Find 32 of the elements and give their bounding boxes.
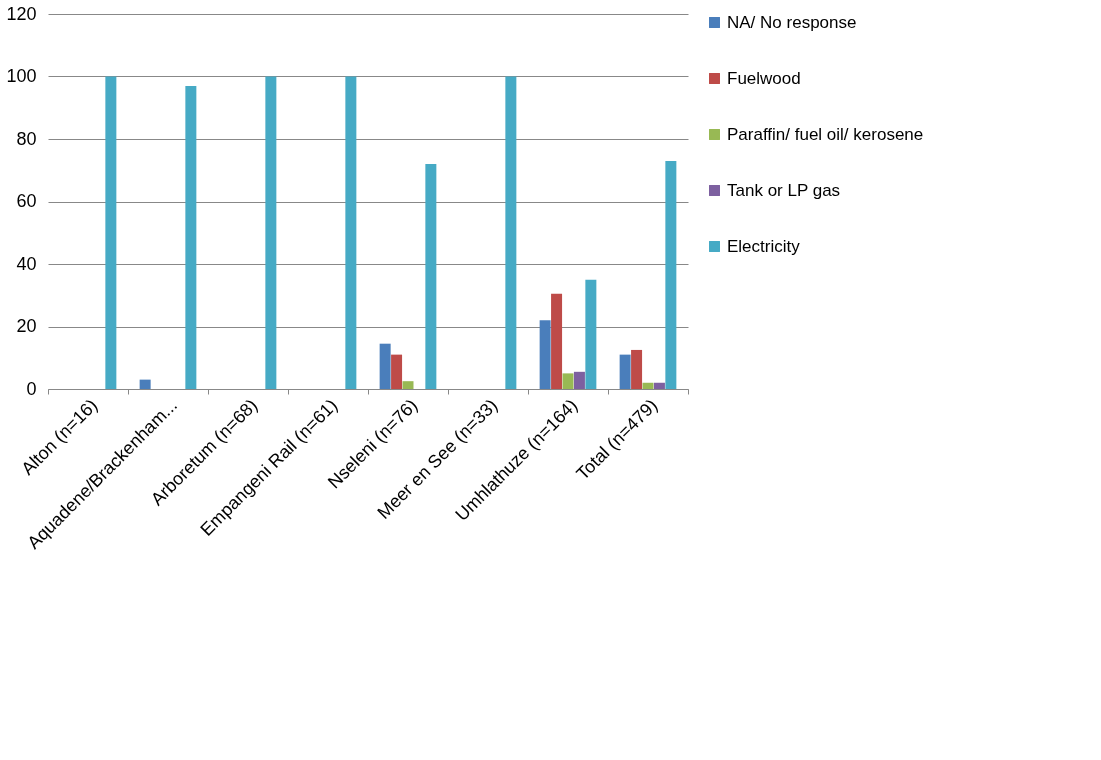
bar xyxy=(505,76,517,389)
legend-label: Paraffin/ fuel oil/ kerosene xyxy=(727,124,924,144)
bar xyxy=(631,349,643,389)
bar xyxy=(539,320,551,389)
y-tick-label: 0 xyxy=(26,378,37,399)
bar xyxy=(665,160,677,389)
bar xyxy=(425,164,437,389)
bar xyxy=(391,354,403,389)
bar xyxy=(619,354,631,389)
y-tick-label: 60 xyxy=(16,191,37,211)
y-tick-label: 20 xyxy=(16,316,37,336)
y-tick-label: 100 xyxy=(6,66,37,86)
bar xyxy=(642,382,654,389)
legend-label: Electricity xyxy=(727,236,801,256)
legend-label: Tank or LP gas xyxy=(727,180,841,200)
bar xyxy=(573,371,585,389)
y-tick-label: 120 xyxy=(6,3,37,24)
bar xyxy=(585,279,597,389)
legend-label: Fuelwood xyxy=(727,68,801,88)
bar xyxy=(185,85,197,389)
y-tick-label: 40 xyxy=(16,253,37,274)
bar xyxy=(139,379,151,389)
bar xyxy=(562,373,574,389)
bar xyxy=(653,382,665,389)
bar xyxy=(345,76,357,389)
y-tick-label: 80 xyxy=(16,128,37,149)
bar xyxy=(551,293,563,389)
legend-label: NA/ No response xyxy=(727,12,857,32)
bar xyxy=(105,76,117,389)
bar xyxy=(402,381,414,389)
bar xyxy=(379,343,391,389)
bar xyxy=(265,76,277,389)
